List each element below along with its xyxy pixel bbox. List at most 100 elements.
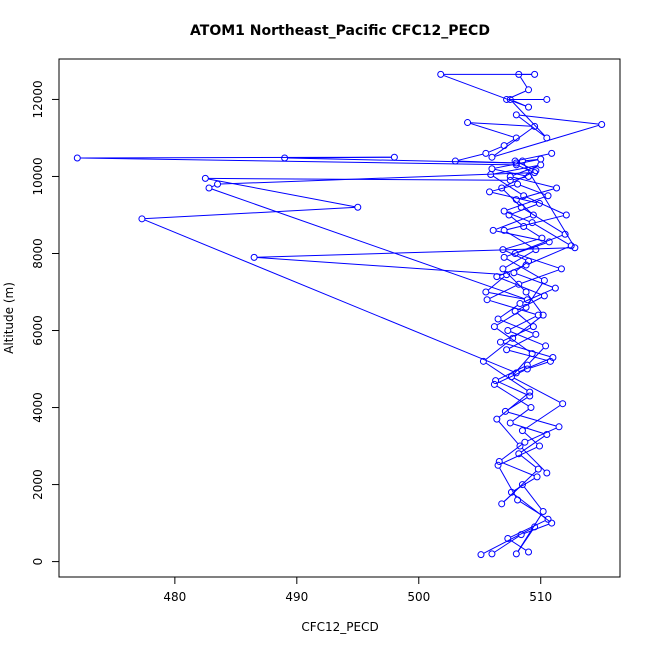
data-point (518, 481, 526, 489)
data-point (511, 157, 519, 165)
data-point (543, 95, 551, 103)
data-point (138, 215, 146, 223)
y-tick-label: 0 (31, 558, 45, 566)
x-tick-label: 480 (163, 590, 186, 604)
data-point (518, 427, 526, 435)
series-segment (520, 435, 545, 453)
series-segment (494, 127, 533, 156)
data-point (509, 334, 517, 342)
series-segment (494, 168, 526, 177)
data-point (477, 551, 485, 559)
data-point (526, 392, 534, 400)
series-segment (489, 300, 536, 315)
series-segment (534, 223, 569, 245)
data-point (488, 550, 496, 558)
series-segment (506, 211, 530, 223)
data-point (529, 211, 537, 219)
data-point (533, 473, 541, 481)
series-segment (488, 146, 502, 153)
data-point (514, 180, 522, 188)
series-segment (513, 377, 561, 403)
data-point (493, 415, 501, 423)
series-segment (517, 161, 534, 170)
data-point (521, 438, 529, 446)
data-point (548, 519, 556, 527)
series-segment (501, 443, 523, 461)
data-point (525, 86, 533, 94)
series-segment (496, 308, 524, 326)
series-segment (485, 362, 528, 391)
y-axis: 0 2000 4000 6000 8000 10000 12000 (31, 80, 60, 566)
data-point (510, 269, 518, 277)
data-point (523, 296, 531, 304)
data-point (544, 192, 552, 200)
data-point (503, 271, 511, 279)
series-segment (494, 535, 519, 553)
series-segment (523, 486, 542, 510)
data-point (522, 261, 530, 269)
data-point (523, 365, 531, 373)
data-point (486, 188, 494, 196)
series-segment (517, 513, 542, 552)
data-point (544, 515, 552, 523)
series-segment (506, 139, 515, 145)
series-segment (518, 201, 532, 214)
data-point (540, 292, 548, 300)
data-point (501, 407, 509, 415)
data-point (543, 134, 551, 142)
series-segment (523, 523, 550, 535)
series-segment (505, 250, 527, 261)
data-point (506, 172, 514, 180)
series-segment (496, 369, 525, 384)
data-point (498, 184, 506, 192)
series-segment (489, 285, 517, 299)
series-segment (506, 258, 543, 280)
series-segment (506, 231, 534, 249)
series-segment (516, 273, 553, 288)
data-point (532, 246, 540, 254)
series-segment (496, 328, 531, 353)
data-point (250, 253, 258, 261)
data-point (499, 265, 507, 273)
series-segment (211, 188, 525, 300)
series-segment (500, 446, 537, 465)
series-segment (496, 385, 529, 407)
data-point (532, 330, 540, 338)
y-tick-label: 12000 (31, 80, 45, 118)
series-segment (520, 184, 546, 196)
data-point (495, 457, 503, 465)
series-segment (509, 350, 548, 362)
series-segment (517, 153, 549, 161)
data-point (548, 149, 556, 157)
data-point (539, 508, 547, 516)
data-point (354, 203, 362, 211)
series-segment (529, 347, 544, 364)
data-point (490, 323, 498, 331)
series-segment (510, 520, 546, 538)
data-point (500, 253, 508, 261)
x-axis-label: CFC12_PECD (301, 620, 378, 634)
series-segment (508, 411, 557, 427)
data-point (559, 400, 567, 408)
data-point (531, 122, 539, 130)
data-point (571, 244, 579, 252)
data-point (522, 303, 530, 311)
data-point (506, 95, 514, 103)
data-point (526, 388, 534, 396)
series-segment (524, 404, 561, 430)
y-tick-label: 6000 (31, 315, 45, 346)
data-point (561, 230, 569, 238)
series-segment (513, 355, 531, 375)
series-segment (513, 477, 535, 492)
data-point (516, 300, 524, 308)
data-point (553, 184, 561, 192)
data-point (534, 311, 542, 319)
data-point (512, 134, 520, 142)
data-point (538, 234, 546, 242)
data-point (523, 361, 531, 369)
series-segment (504, 171, 534, 188)
series-segment (519, 76, 528, 88)
series-segment (496, 230, 547, 242)
series-segment (488, 292, 525, 300)
data-point (536, 442, 544, 450)
